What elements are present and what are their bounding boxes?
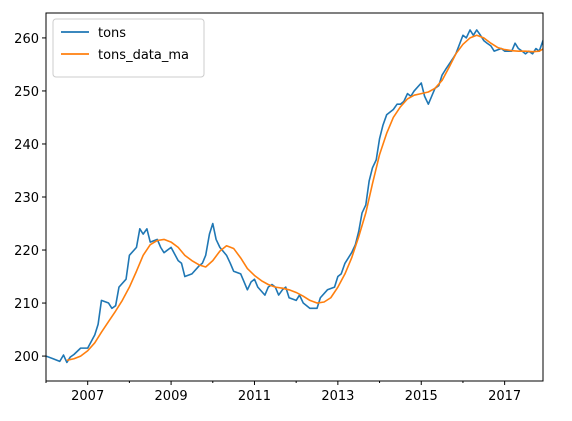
legend-label: tons_data_ma	[98, 48, 189, 63]
plot-series	[46, 29, 543, 364]
series-line-tons	[46, 29, 543, 364]
x-tick-label: 2011	[238, 389, 271, 404]
x-tick-label: 2013	[321, 389, 354, 404]
y-axis: 200 210 220 230 240 250 260	[14, 32, 46, 365]
x-tick-label: 2007	[71, 389, 104, 404]
y-tick-label: 260	[14, 32, 39, 47]
legend-label: tons	[98, 26, 126, 41]
legend-box	[52, 18, 205, 78]
x-axis: 2007 2009 2011 2013 2015 2017	[45, 381, 521, 404]
y-tick-label: 200	[14, 350, 39, 365]
series-line-tons-data-ma	[66, 34, 543, 362]
x-tick-label: 2009	[155, 389, 188, 404]
y-tick-label: 230	[14, 191, 39, 206]
x-tick-label: 2015	[405, 389, 438, 404]
legend[interactable]: tons tons_data_ma	[52, 18, 205, 78]
y-tick-label: 240	[14, 138, 39, 153]
x-tick-label: 2017	[488, 389, 521, 404]
y-tick-label: 250	[14, 85, 39, 100]
y-tick-label: 210	[14, 297, 39, 312]
y-tick-label: 220	[14, 244, 39, 259]
